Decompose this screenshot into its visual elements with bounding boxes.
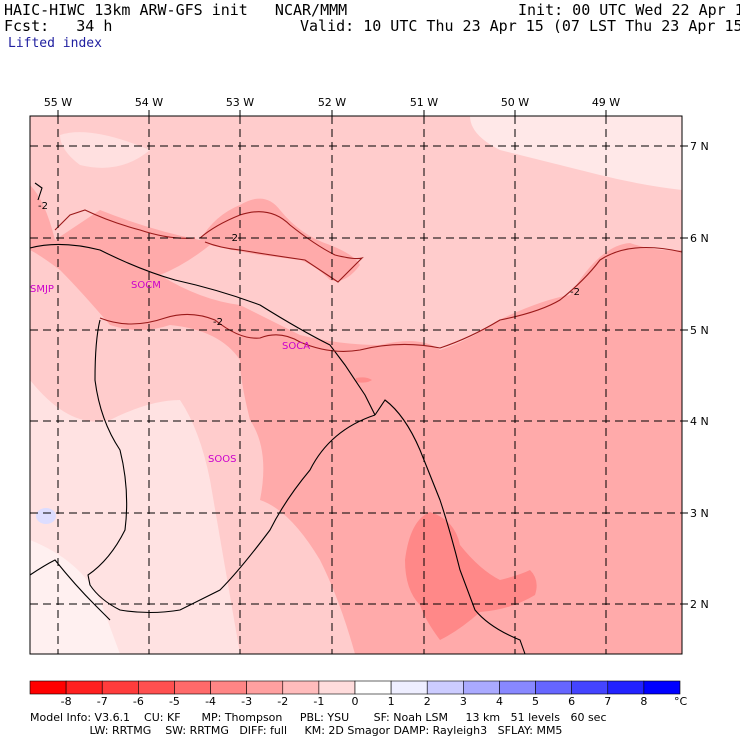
lon-label: 50 W [501,96,529,109]
colorbar-tick-label: 7 [604,695,611,708]
colorbar-tick-label: 5 [532,695,539,708]
colorbar-tick-label: 6 [568,695,575,708]
shade-light-ne [470,116,682,190]
contour-label: -2 [228,233,238,244]
forecast-hour: Fcst: 34 h [4,17,113,35]
shade-light-nw [60,132,150,168]
colorbar-swatch [499,680,536,695]
colorbar-tick-label: 4 [496,695,503,708]
top-ticks [57,110,607,116]
shade-dark-south [405,512,537,640]
colorbar-swatch [246,680,284,695]
shade-dark-spot [356,377,372,383]
shade-lighter-sw [30,540,120,654]
colorbar-swatch [463,680,500,695]
colorbar-swatch [607,680,645,695]
colorbar-swatch [643,680,681,695]
colorbar-swatch [354,680,392,695]
colorbar-tick-label: -5 [169,695,180,708]
station-label: SOCA [282,341,310,352]
shade-medium [30,185,682,654]
colorbar-unit: °C [674,695,688,708]
contour-label: -2 [38,201,48,212]
colorbar-tick-label: 0 [352,695,359,708]
colorbar-swatch [174,680,211,695]
contour-label: -2 [570,287,580,298]
colorbar-swatch [29,680,67,695]
colorbar-swatch [282,680,320,695]
colorbar-tick-label: -4 [205,695,216,708]
lat-label: 4 N [690,415,709,428]
colorbar-tick-label: -6 [133,695,144,708]
init-time: Init: 00 UTC Wed 22 Apr 15 [518,1,740,19]
model-title: HAIC-HIWC 13km ARW-GFS init NCAR/MMM [4,1,348,19]
colorbar: -8 -7 -6 -5 -4 -3 -2 -1 0 1 2 3 4 5 6 7 8 [29,680,681,708]
colorbar-tick-label: -1 [313,695,324,708]
station-label: SOOS [208,454,236,465]
right-ticks [682,145,688,605]
lon-label: 55 W [44,96,72,109]
lon-label: 51 W [410,96,438,109]
lon-label: 54 W [135,96,163,109]
colorbar-swatch [390,680,428,695]
lat-label: 3 N [690,507,709,520]
map-frame [29,115,683,655]
colorbar-swatch [101,680,139,695]
model-info-line2: LW: RRTMG SW: RRTMG DIFF: full KM: 2D Sm… [30,724,563,737]
station-label: SMJP [30,284,54,295]
colorbar-tick-label: 3 [460,695,467,708]
lon-label: 49 W [592,96,620,109]
valid-time: Valid: 10 UTC Thu 23 Apr 15 (07 LST Thu … [300,17,740,35]
colorbar-tick-label: 8 [640,695,647,708]
lon-label: 53 W [226,96,254,109]
contour-label: -2 [213,317,223,328]
model-info-line1: Model Info: V3.6.1 CU: KF MP: Thompson P… [30,711,607,724]
colorbar-swatch [426,680,464,695]
lon-label: 52 W [318,96,346,109]
colorbar-swatch [571,680,609,695]
lat-label: 2 N [690,598,709,611]
colorbar-tick-label: -8 [61,695,72,708]
colorbar-tick-label: -3 [241,695,252,708]
colorbar-tick-label: -7 [97,695,108,708]
lat-lon-grid [30,116,682,654]
coastline-and-borders [29,182,526,655]
colorbar-tick-label: 1 [388,695,395,708]
shade-blue-spot [36,508,56,524]
colorbar-swatch [535,680,572,695]
lat-label: 5 N [690,324,709,337]
field-name: Lifted index [8,36,102,51]
colorbar-tick-label: 2 [424,695,431,708]
colorbar-swatch [318,680,356,695]
colorbar-swatch [138,680,175,695]
lat-label: 6 N [690,232,709,245]
colorbar-swatch [210,680,247,695]
lat-label: 7 N [690,140,709,153]
colorbar-swatch [65,680,103,695]
colorbar-tick-label: -2 [277,695,288,708]
station-label: SOCM [131,280,161,291]
